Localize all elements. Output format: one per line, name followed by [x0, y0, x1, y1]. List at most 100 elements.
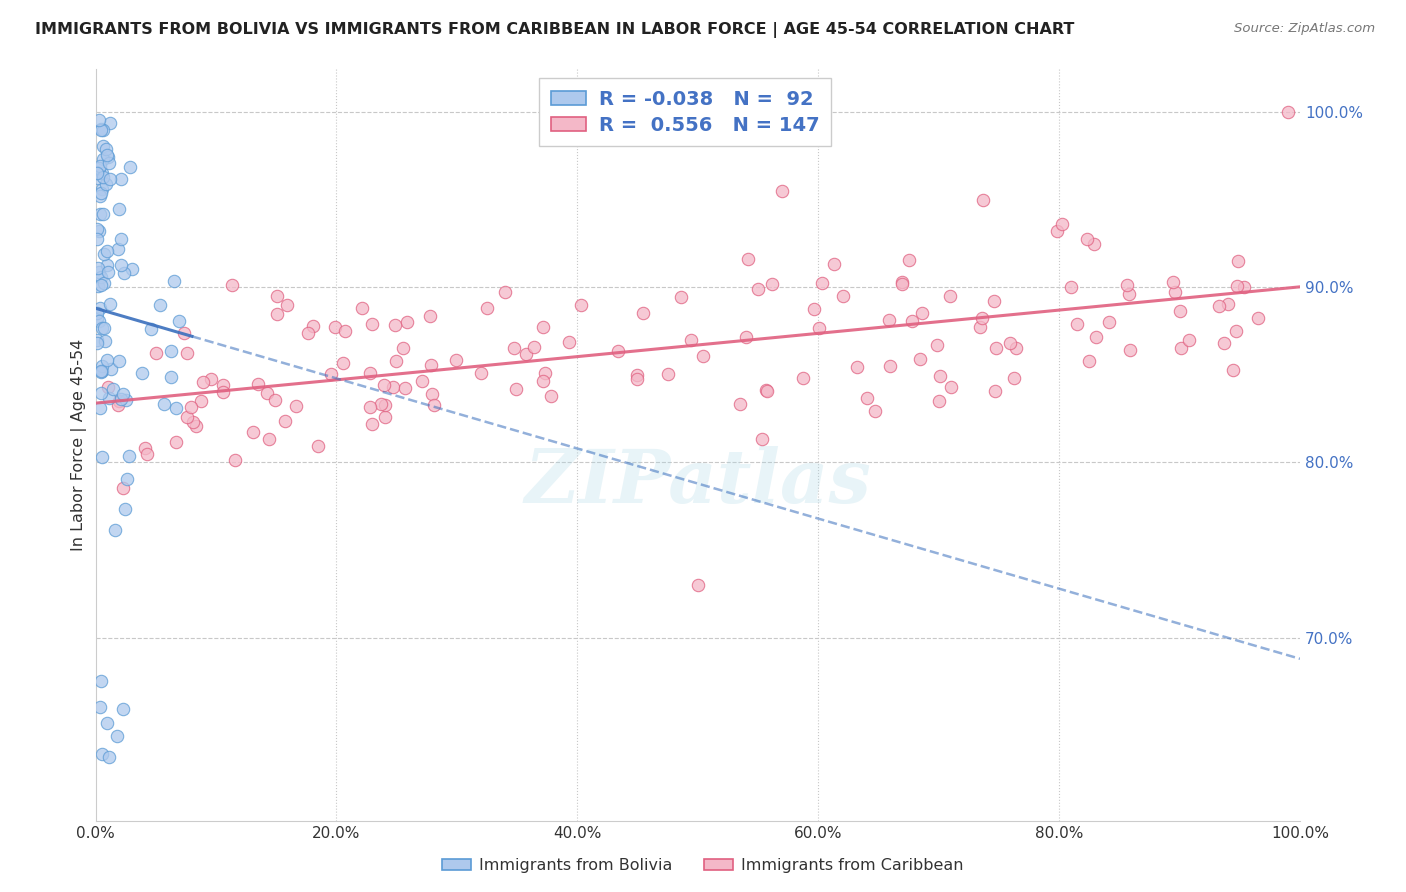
Point: [91, 747, 114, 761]
Point: [1247, 310, 1270, 325]
Point: [1005, 341, 1028, 355]
Legend: R = -0.038   N =  92, R =  0.556   N = 147: R = -0.038 N = 92, R = 0.556 N = 147: [538, 78, 831, 146]
Point: [1178, 333, 1201, 347]
Point: [502, 341, 524, 355]
Point: [669, 290, 692, 304]
Point: [193, 376, 215, 390]
Point: [737, 252, 759, 266]
Point: [89, 189, 111, 203]
Point: [86, 232, 108, 246]
Point: [110, 392, 132, 406]
Point: [90, 122, 112, 136]
Point: [134, 442, 156, 456]
Point: [173, 326, 195, 340]
Point: [1216, 297, 1239, 311]
Point: [901, 313, 924, 327]
Point: [100, 172, 122, 186]
Point: [540, 389, 562, 403]
Point: [87, 265, 110, 279]
Point: [533, 366, 555, 380]
Point: [359, 401, 381, 415]
Point: [626, 372, 648, 386]
Point: [374, 398, 396, 412]
Point: [505, 382, 527, 396]
Point: [891, 277, 914, 292]
Point: [97, 265, 120, 279]
Point: [91, 182, 114, 196]
Point: [110, 232, 132, 246]
Point: [392, 341, 415, 355]
Point: [86, 166, 108, 180]
Point: [167, 314, 190, 328]
Point: [93, 276, 115, 290]
Point: [96, 244, 118, 259]
Point: [89, 159, 111, 173]
Point: [94, 334, 117, 349]
Point: [730, 397, 752, 411]
Point: [332, 356, 354, 370]
Point: [96, 715, 118, 730]
Point: [1163, 275, 1185, 289]
Point: [91, 170, 114, 185]
Point: [370, 397, 392, 411]
Point: [1076, 232, 1098, 246]
Point: [107, 242, 129, 256]
Point: [100, 362, 122, 376]
Point: [110, 172, 132, 186]
Point: [335, 324, 357, 338]
Point: [832, 289, 855, 303]
Point: [86, 166, 108, 180]
Y-axis label: In Labor Force | Age 45-54: In Labor Force | Age 45-54: [72, 339, 87, 551]
Point: [90, 320, 112, 334]
Point: [266, 307, 288, 321]
Point: [811, 276, 834, 290]
Point: [114, 392, 136, 407]
Point: [983, 293, 1005, 308]
Point: [104, 524, 127, 538]
Text: IMMIGRANTS FROM BOLIVIA VS IMMIGRANTS FROM CARIBBEAN IN LABOR FORCE | AGE 45-54 : IMMIGRANTS FROM BOLIVIA VS IMMIGRANTS FR…: [35, 22, 1074, 38]
Point: [1084, 330, 1107, 344]
Point: [360, 417, 382, 431]
Point: [515, 346, 537, 360]
Point: [531, 320, 554, 334]
Point: [107, 353, 129, 368]
Point: [523, 340, 546, 354]
Point: [970, 310, 993, 325]
Point: [359, 366, 381, 380]
Point: [927, 338, 949, 352]
Point: [97, 150, 120, 164]
Point: [411, 375, 433, 389]
Point: [1168, 303, 1191, 318]
Point: [211, 384, 233, 399]
Point: [107, 393, 129, 408]
Point: [686, 578, 709, 592]
Point: [558, 335, 581, 350]
Point: [385, 354, 408, 368]
Point: [87, 171, 110, 186]
Point: [1233, 280, 1256, 294]
Point: [395, 315, 418, 329]
Point: [679, 333, 702, 347]
Point: [1118, 287, 1140, 301]
Point: [941, 380, 963, 394]
Point: [1170, 341, 1192, 355]
Point: [91, 153, 114, 167]
Point: [382, 380, 405, 394]
Point: [190, 394, 212, 409]
Point: [86, 311, 108, 326]
Point: [352, 301, 374, 315]
Point: [212, 378, 235, 392]
Point: [276, 298, 298, 312]
Point: [969, 319, 991, 334]
Point: [361, 317, 384, 331]
Point: [323, 320, 346, 334]
Point: [90, 269, 112, 284]
Point: [297, 326, 319, 340]
Point: [420, 359, 443, 373]
Point: [114, 501, 136, 516]
Point: [96, 352, 118, 367]
Point: [302, 319, 325, 334]
Point: [107, 202, 129, 216]
Point: [1163, 285, 1185, 299]
Point: [1059, 280, 1081, 294]
